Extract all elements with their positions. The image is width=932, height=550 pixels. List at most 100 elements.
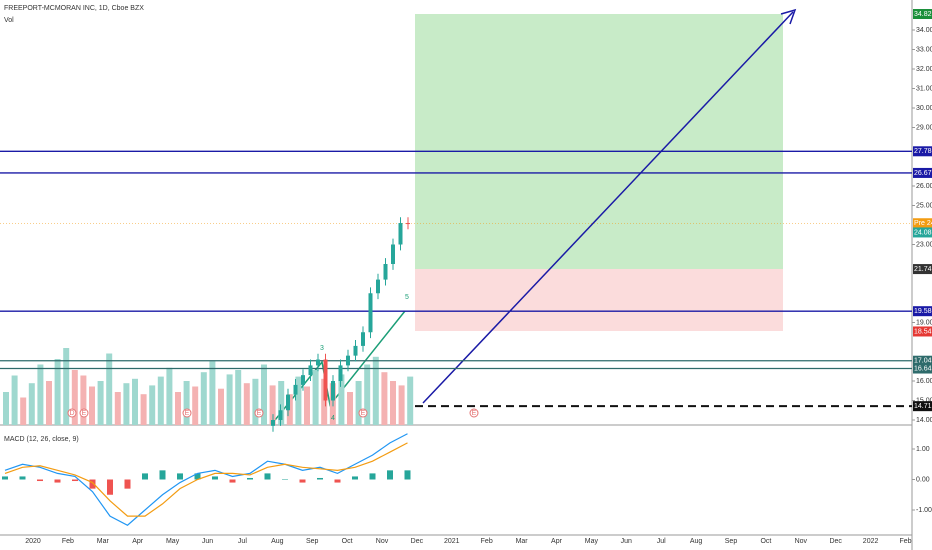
volume-bar xyxy=(398,385,405,425)
level-label: 24.08 xyxy=(914,229,932,236)
x-tick-label: Oct xyxy=(342,538,353,545)
volume-bar xyxy=(157,376,164,425)
candle-body xyxy=(278,410,283,420)
volume-bar xyxy=(166,367,173,425)
event-marker xyxy=(67,408,77,418)
volume-bar xyxy=(54,359,61,425)
event-marker xyxy=(182,408,192,418)
volume-bar xyxy=(200,372,207,425)
macd-tick-label: -1.00 xyxy=(916,507,932,514)
macd-hist xyxy=(177,473,183,480)
symbol-title: FREEPORT-MCMORAN INC, 1D, Cboe BZX xyxy=(4,5,144,12)
event-label: E xyxy=(361,410,366,417)
level-tag xyxy=(913,146,932,157)
volume-bar xyxy=(37,364,44,425)
macd-hist xyxy=(212,476,218,480)
candle-body xyxy=(376,279,380,294)
candle-body xyxy=(361,332,365,346)
volume-bar xyxy=(347,392,353,425)
event-label: E xyxy=(185,410,190,417)
x-tick-label: Dec xyxy=(829,538,842,545)
macd-hist xyxy=(2,476,8,480)
volume-bar xyxy=(304,386,310,425)
y-tick-label: 34.00 xyxy=(916,27,932,34)
macd-hist xyxy=(124,479,131,489)
level-label: 19.58 xyxy=(914,308,932,315)
volume-bar xyxy=(149,385,156,425)
volume-bar xyxy=(338,374,345,425)
level-tag xyxy=(913,363,932,374)
event-label: D xyxy=(69,410,74,417)
x-tick-label: Apr xyxy=(551,538,563,545)
candle-body xyxy=(308,365,313,376)
x-tick-label: Jul xyxy=(238,538,247,545)
volume-bar xyxy=(261,364,267,425)
x-tick-label: 2022 xyxy=(863,538,879,545)
candle-body xyxy=(383,264,388,280)
macd-hist xyxy=(229,479,236,483)
x-tick-label: 2020 xyxy=(25,538,41,545)
volume-bar xyxy=(140,394,147,425)
profit-zone xyxy=(415,14,783,269)
loss-zone xyxy=(415,269,783,331)
wave-label: 5 xyxy=(405,294,409,301)
x-tick-label: Aug xyxy=(690,538,703,545)
volume-bar xyxy=(218,388,224,425)
x-tick-label: 2021 xyxy=(444,538,460,545)
wave-label: 4 xyxy=(331,415,335,422)
candle-body xyxy=(293,384,298,395)
volume-bar xyxy=(114,392,121,425)
x-tick-label: Jul xyxy=(657,538,666,545)
event-label: E xyxy=(472,410,477,417)
event-marker xyxy=(358,408,368,418)
x-tick-label: Jun xyxy=(202,538,213,545)
macd-hist xyxy=(299,479,306,483)
x-tick-label: Apr xyxy=(132,538,144,545)
level-tag xyxy=(913,218,932,229)
macd-label: MACD (12, 26, close, 9) xyxy=(4,436,79,443)
macd-hist xyxy=(72,479,78,482)
y-tick-label: 25.00 xyxy=(916,202,932,209)
volume-bar xyxy=(97,381,104,425)
level-label: 34.82 xyxy=(914,11,932,18)
volume-bar xyxy=(46,381,52,425)
volume-bar xyxy=(372,356,379,425)
volume-bar xyxy=(390,381,396,425)
candle-body xyxy=(391,244,395,264)
macd-hist xyxy=(247,477,253,480)
volume-bar xyxy=(407,376,414,425)
x-tick-label: Jun xyxy=(621,538,632,545)
y-tick-label: 16.00 xyxy=(916,378,932,385)
volume-bar xyxy=(381,372,388,425)
x-tick-label: Sep xyxy=(725,538,738,545)
macd-hist xyxy=(334,479,341,483)
macd-hist xyxy=(387,470,393,480)
volume-bar xyxy=(20,397,27,425)
arrow-head xyxy=(780,8,797,25)
level-tag xyxy=(913,9,932,20)
volume-bar xyxy=(183,381,190,425)
candle-body xyxy=(406,223,410,225)
x-tick-label: Aug xyxy=(271,538,284,545)
level-tag xyxy=(913,306,932,317)
macd-hist xyxy=(142,473,148,480)
x-tick-label: Sep xyxy=(306,538,319,545)
volume-bar xyxy=(364,364,371,425)
volume-bar xyxy=(192,386,199,425)
volume-bar xyxy=(295,376,302,425)
level-label: 18.54 xyxy=(914,328,932,335)
macd-hist xyxy=(352,476,358,480)
level-tag xyxy=(913,326,932,337)
wave-label: 3 xyxy=(320,345,324,352)
macd-hist xyxy=(264,473,271,480)
volume-bar xyxy=(209,361,216,425)
macd-hist xyxy=(404,470,411,480)
event-marker xyxy=(469,408,479,418)
volume-bar xyxy=(269,385,276,425)
macd-hist xyxy=(369,473,376,480)
x-tick-label: Feb xyxy=(62,538,74,545)
macd-hist xyxy=(282,479,288,480)
volume-bar xyxy=(3,392,9,425)
volume-bar xyxy=(243,383,250,425)
volume-bar xyxy=(312,370,319,425)
